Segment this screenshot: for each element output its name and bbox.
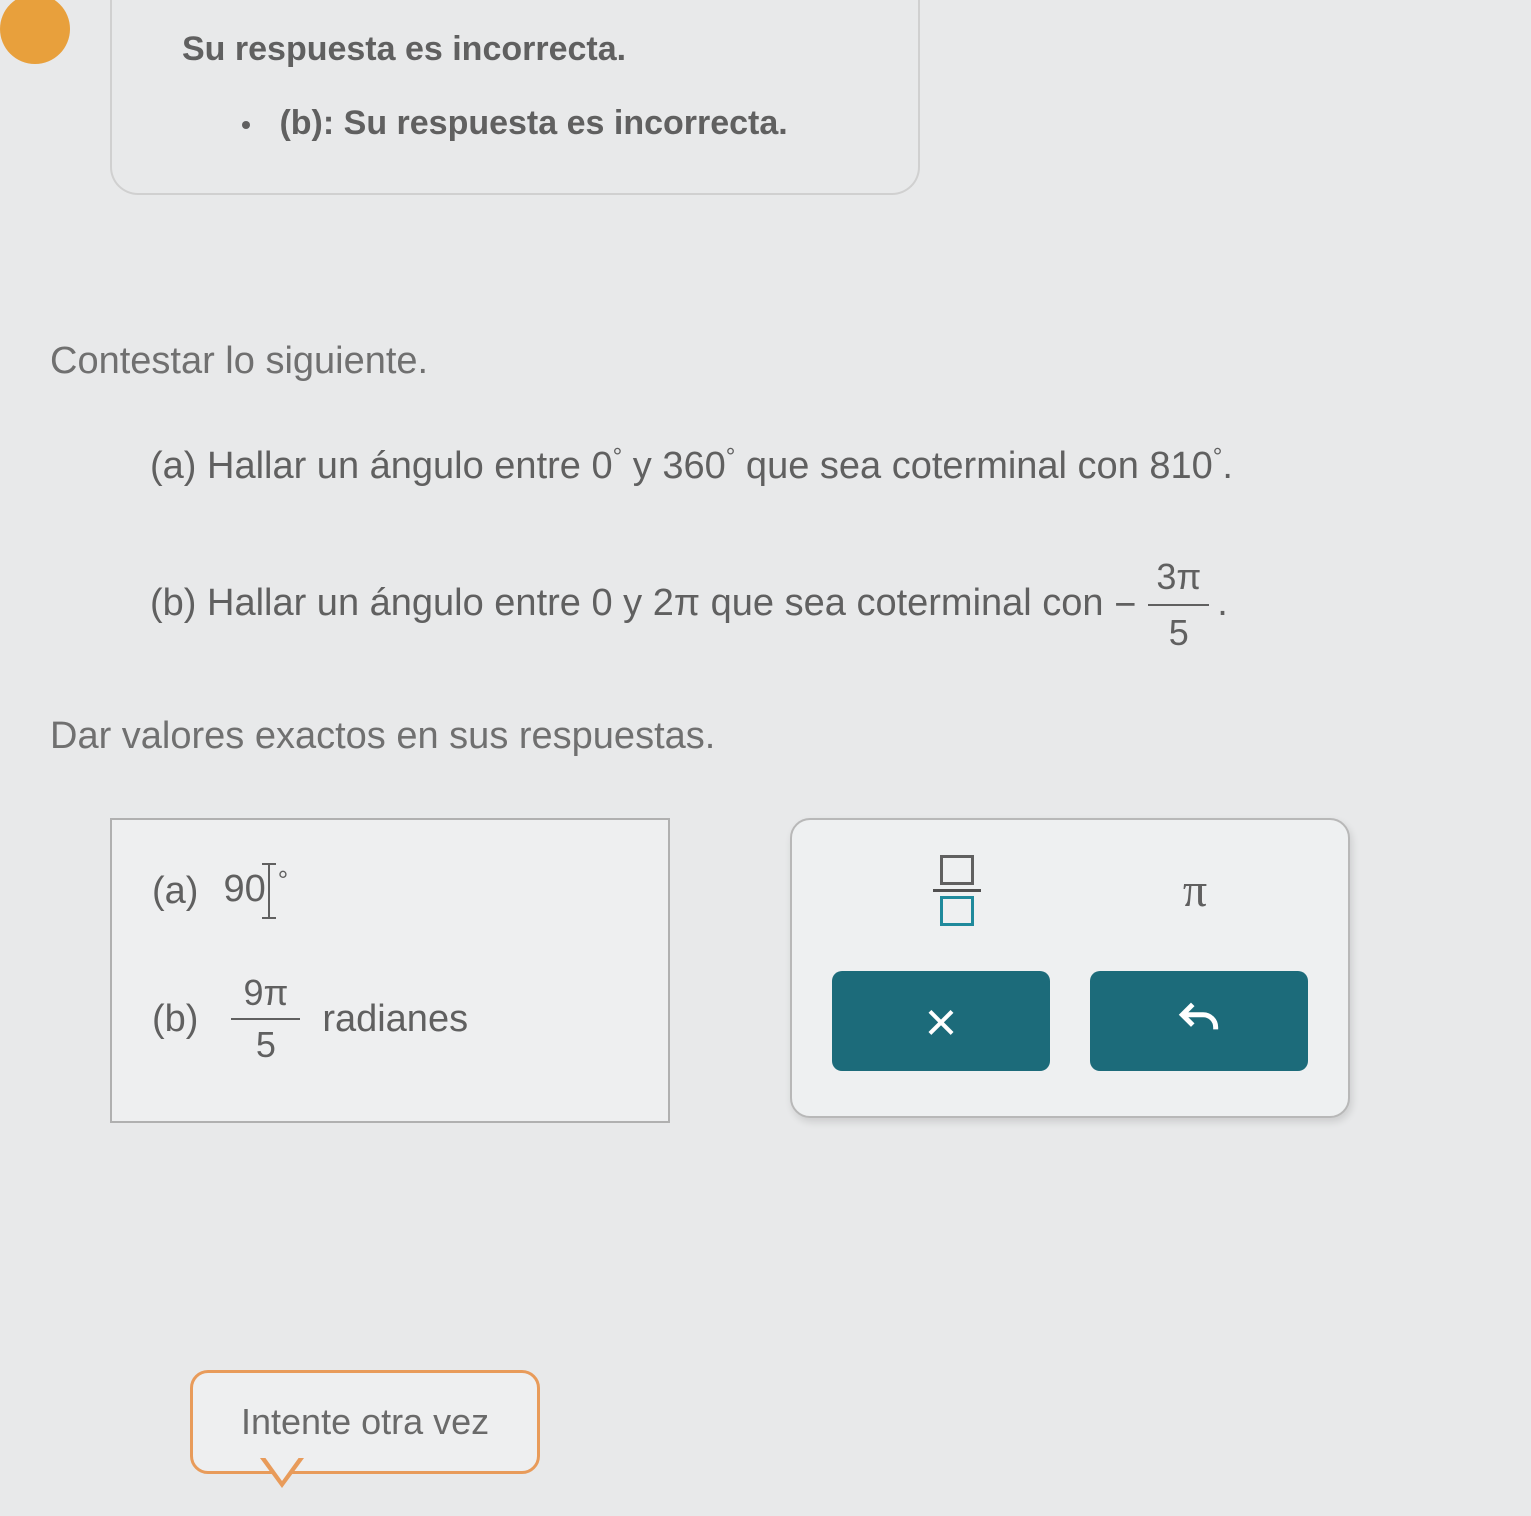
answer-b-frac-num: 9π: [231, 972, 300, 1020]
answer-a-input[interactable]: 90 °: [223, 865, 288, 917]
status-badge: [0, 0, 70, 64]
part-a-high: 360: [662, 445, 725, 487]
part-a-mid: y: [622, 445, 662, 487]
answers-row: (a) 90 ° (b) 9π 5 radianes: [50, 818, 1480, 1123]
answer-box: (a) 90 ° (b) 9π 5 radianes: [110, 818, 670, 1123]
answer-b-label: (b): [152, 998, 198, 1041]
question-part-a: (a) Hallar un ángulo entre 0° y 360° que…: [150, 438, 1480, 495]
fraction-bar-icon: [933, 889, 981, 892]
answer-a-value: 90: [223, 868, 265, 910]
bullet-icon: [242, 121, 250, 129]
part-a-suffix: que sea coterminal con: [735, 445, 1149, 487]
pi-button[interactable]: π: [1183, 863, 1207, 918]
palette-actions-row: ×: [832, 971, 1308, 1071]
exact-values-note: Dar valores exactos en sus respuestas.: [50, 715, 1480, 758]
answer-line-b: (b) 9π 5 radianes: [152, 972, 628, 1066]
fraction-numerator-icon: [940, 855, 974, 885]
undo-button[interactable]: [1090, 971, 1308, 1071]
clear-button[interactable]: ×: [832, 971, 1050, 1071]
answer-b-unit: radianes: [322, 998, 468, 1041]
part-b-suffix: que sea coterminal con: [700, 582, 1114, 624]
text-cursor-icon: [268, 865, 270, 917]
part-a-end: .: [1222, 445, 1233, 487]
feedback-bullet-text: (b): Su respuesta es incorrecta.: [279, 104, 787, 142]
question-area: Contestar lo siguiente. (a) Hallar un án…: [50, 340, 1480, 1123]
part-b-low: 0: [591, 582, 612, 624]
retry-label: Intente otra vez: [241, 1401, 489, 1442]
part-b-frac-num: 3π: [1148, 550, 1209, 606]
answer-b-input[interactable]: 9π 5: [231, 972, 300, 1066]
question-part-b: (b) Hallar un ángulo entre 0 y 2π que se…: [150, 550, 1480, 660]
part-a-prefix: (a) Hallar un ángulo entre: [150, 445, 591, 487]
question-lead: Contestar lo siguiente.: [50, 340, 1480, 383]
part-a-low: 0: [591, 445, 612, 487]
undo-icon: [1174, 996, 1224, 1046]
answer-line-a: (a) 90 °: [152, 865, 628, 917]
feedback-title: Su respuesta es incorrecta.: [182, 30, 868, 69]
close-icon: ×: [925, 989, 958, 1054]
part-b-fraction: 3π5: [1148, 550, 1209, 660]
palette-symbols-row: π: [832, 855, 1308, 926]
part-b-mid: y: [613, 582, 653, 624]
minus-sign: −: [1114, 584, 1136, 626]
fraction-denominator-icon: [940, 896, 974, 926]
part-b-prefix: (b) Hallar un ángulo entre: [150, 582, 591, 624]
part-a-target: 810: [1149, 445, 1212, 487]
retry-button[interactable]: Intente otra vez: [190, 1370, 540, 1474]
fraction-button[interactable]: [933, 855, 981, 926]
input-palette: π ×: [790, 818, 1350, 1118]
feedback-bullet: (b): Su respuesta es incorrecta.: [242, 104, 868, 143]
answer-a-degree: °: [278, 865, 288, 895]
answer-b-frac-den: 5: [231, 1020, 300, 1066]
degree-symbol: °: [726, 443, 736, 470]
degree-symbol: °: [613, 443, 623, 470]
part-b-high: 2π: [653, 582, 700, 624]
degree-symbol: °: [1213, 443, 1223, 470]
part-b-frac-den: 5: [1148, 606, 1209, 660]
feedback-box: Su respuesta es incorrecta. (b): Su resp…: [110, 0, 920, 195]
answer-a-label: (a): [152, 870, 198, 913]
part-b-end: .: [1217, 582, 1228, 624]
